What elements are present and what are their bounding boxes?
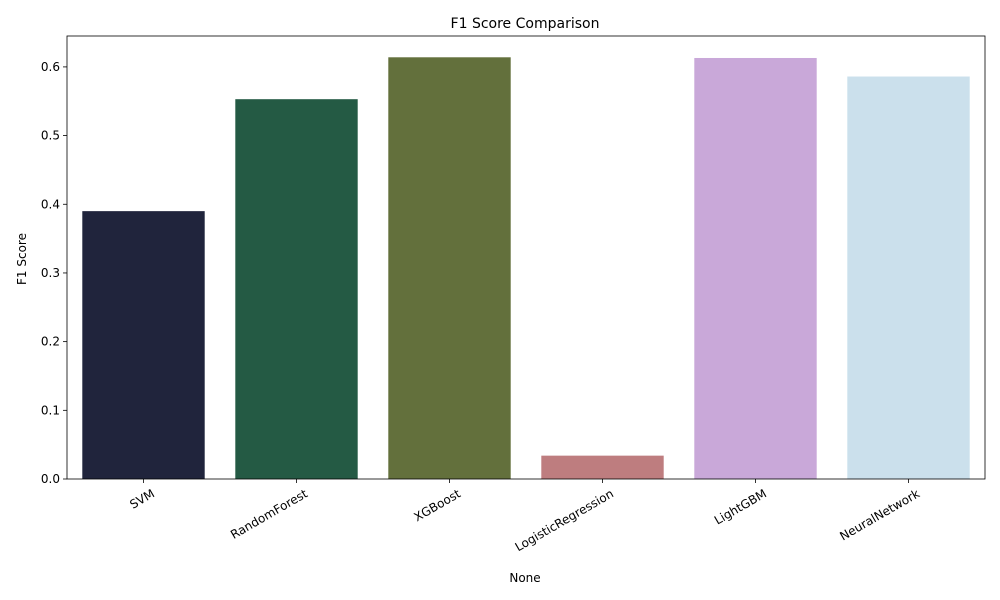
x-tick-label: XGBoost [411, 486, 463, 524]
bar-xgboost [388, 57, 511, 479]
y-tick-label: 0.3 [41, 266, 60, 280]
chart-title: F1 Score Comparison [451, 16, 600, 32]
x-axis: SVM RandomForest XGBoost LogisticRegression… [127, 479, 922, 554]
x-tick-label: SVM [127, 486, 157, 511]
plot-area [66, 35, 986, 480]
y-tick-label: 0.4 [41, 197, 60, 211]
x-tick-label: NeuralNetwork [837, 486, 922, 543]
x-tick-label: LightGBM [712, 486, 769, 527]
y-tick-label: 0.5 [41, 129, 60, 143]
x-tick-label: RandomForest [228, 486, 310, 542]
bar-lightgbm [694, 57, 817, 479]
y-tick-label: 0.0 [41, 472, 60, 486]
y-tick-label: 0.6 [41, 60, 60, 74]
bar-neuralnetwork [847, 76, 970, 480]
y-tick-label: 0.1 [41, 403, 60, 417]
bar-svm [82, 211, 205, 479]
x-tick-label: LogisticRegression [513, 486, 616, 554]
y-axis-label: F1 Score [15, 233, 29, 285]
y-tick-label: 0.2 [41, 335, 60, 349]
plot-frame [66, 35, 986, 480]
x-axis-label: None [509, 571, 540, 585]
bar-randomforest [235, 99, 358, 479]
y-axis: 0.0 0.1 0.2 0.3 0.4 0.5 0.6 [41, 60, 67, 486]
bar-logisticregression [541, 455, 664, 479]
